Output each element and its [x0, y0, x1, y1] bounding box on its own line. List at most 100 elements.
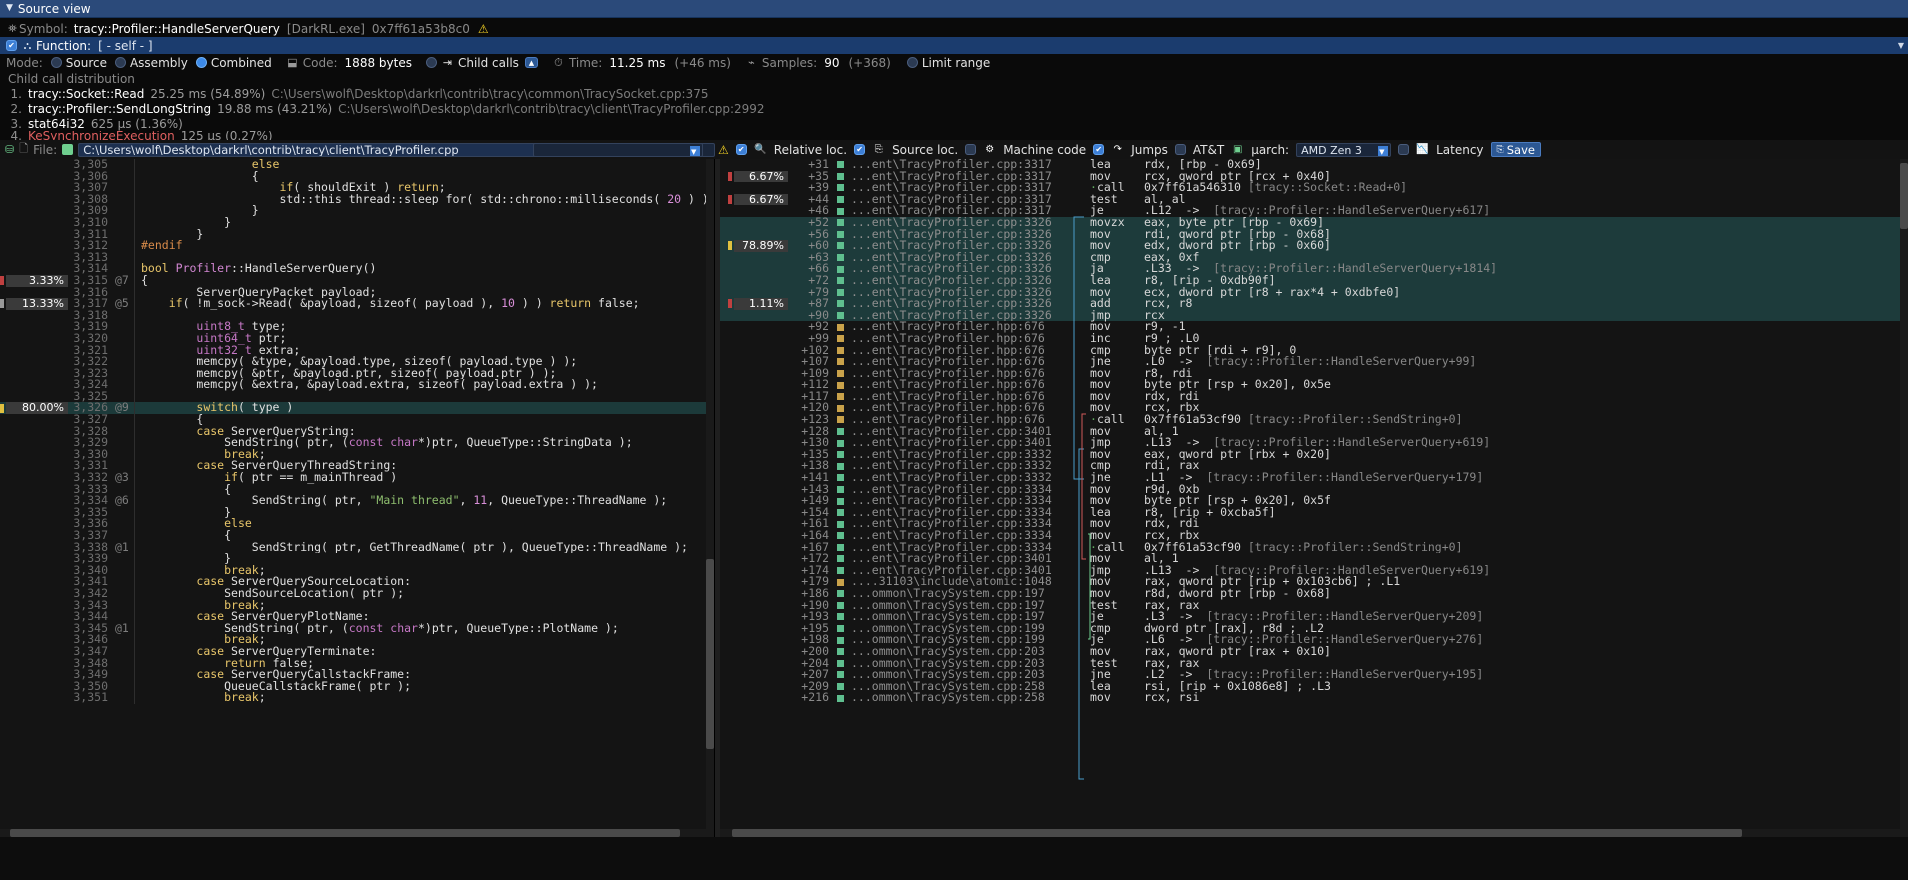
assembly-line[interactable]: +63 ...ent\TracyProfiler.cpp:3326 cmp eax, … — [720, 251, 1908, 264]
assembly-line[interactable]: +52 ...ent\TracyProfiler.cpp:3326 movzx eax… — [720, 216, 1908, 229]
radio-assembly[interactable] — [114, 57, 126, 68]
caret-up-icon[interactable]: ▲ — [524, 57, 538, 68]
asm-source-location[interactable]: ...ent\TracyProfiler.cpp:3332 — [851, 448, 1052, 461]
assembly-line[interactable]: +72 ...ent\TracyProfiler.cpp:3326 lea r8, [… — [720, 274, 1908, 287]
source-line[interactable]: 3,323 memcpy( &ptr, &payload.ptr, sizeof… — [0, 367, 714, 380]
asm-source-location[interactable]: ...ent\TracyProfiler.cpp:3334 — [851, 495, 1052, 507]
asm-source-location[interactable]: ...ommon\TracySystem.cpp:197 — [851, 587, 1045, 600]
asm-source-location[interactable]: ...ent\TracyProfiler.cpp:3326 — [851, 263, 1052, 275]
child-calls-label[interactable]: Child calls — [457, 55, 519, 70]
asm-source-location[interactable]: ...ent\TracyProfiler.cpp:3317 — [851, 182, 1052, 194]
source-line[interactable]: 3,322 memcpy( &type, &payload.type, size… — [0, 355, 714, 368]
assembly-line[interactable]: +130 ...ent\TracyProfiler.cpp:3401 jmp .L13… — [720, 437, 1908, 449]
assembly-line[interactable]: +107 ...ent\TracyProfiler.hpp:676 jne .L0 -… — [720, 355, 1908, 368]
asm-source-location[interactable]: ...ent\TracyProfiler.cpp:3326 — [851, 274, 1052, 287]
asm-source-location[interactable]: ...ent\TracyProfiler.cpp:3317 — [851, 193, 1052, 206]
assembly-line[interactable]: +167 ...ent\TracyProfiler.cpp:3334 ·call 0x… — [720, 541, 1908, 554]
source-line[interactable]: 3,306 { — [0, 170, 714, 183]
source-line[interactable]: 3,312 #endif — [0, 240, 714, 252]
child-call-name[interactable]: KeSynchronizeExecution — [28, 131, 175, 140]
asm-source-location[interactable]: ...ent\TracyProfiler.cpp:3332 — [851, 460, 1052, 473]
asm-source-location[interactable]: ...ent\TracyProfiler.hpp:676 — [851, 321, 1045, 333]
symbol-name[interactable]: tracy::Profiler::HandleServerQuery — [73, 21, 280, 36]
asm-source-location[interactable]: ...ent\TracyProfiler.cpp:3334 — [851, 506, 1052, 519]
source-line[interactable]: 3,336 else — [0, 518, 714, 530]
source-line[interactable]: 3,310 } — [0, 216, 714, 229]
child-call-name[interactable]: stat64i32 — [28, 116, 85, 131]
source-line[interactable]: 3,307 if( shouldExit ) return; — [0, 182, 714, 194]
asm-source-location[interactable]: ...ommon\TracySystem.cpp:197 — [851, 611, 1045, 623]
asm-source-location[interactable]: ...ent\TracyProfiler.cpp:3332 — [851, 472, 1052, 484]
source-line[interactable]: 3,311 } — [0, 228, 714, 241]
chevron-down-icon[interactable] — [690, 145, 700, 156]
asm-source-location[interactable]: ...ent\TracyProfiler.hpp:676 — [851, 414, 1045, 426]
source-line[interactable]: 3,314 bool Profiler::HandleServerQuery() — [0, 263, 714, 275]
asm-source-location[interactable]: ...ommon\TracySystem.cpp:199 — [851, 622, 1045, 635]
asm-source-location[interactable]: ...ent\TracyProfiler.cpp:3334 — [851, 483, 1052, 496]
assembly-line[interactable]: +164 ...ent\TracyProfiler.cpp:3334 mov rcx,… — [720, 529, 1908, 542]
source-line[interactable]: 3,319 uint8_t type; — [0, 321, 714, 333]
asm-source-location[interactable]: ...ent\TracyProfiler.cpp:3317 — [851, 159, 1052, 171]
assembly-line[interactable]: +128 ...ent\TracyProfiler.cpp:3401 mov al, … — [720, 425, 1908, 438]
asm-source-location[interactable]: ...ent\TracyProfiler.hpp:676 — [851, 402, 1045, 415]
asm-source-location[interactable]: ...ent\TracyProfiler.cpp:3326 — [851, 251, 1052, 264]
assembly-line[interactable]: +154 ...ent\TracyProfiler.cpp:3334 lea r8, … — [720, 506, 1908, 519]
source-line[interactable]: 3,324 memcpy( &extra, &payload.extra, si… — [0, 379, 714, 391]
jumps-checkbox[interactable] — [1093, 144, 1105, 155]
assembly-line[interactable]: +141 ...ent\TracyProfiler.cpp:3332 jne .L1 … — [720, 471, 1908, 484]
mode-option-source[interactable]: Source — [65, 55, 107, 70]
assembly-line[interactable]: +112 ...ent\TracyProfiler.hpp:676 mov byte … — [720, 379, 1908, 391]
asm-source-location[interactable]: ...ent\TracyProfiler.cpp:3317 — [851, 170, 1052, 183]
source-line[interactable]: 3,305 else — [0, 159, 714, 171]
relative-loc-label[interactable]: Relative loc. — [773, 142, 848, 157]
assembly-line[interactable]: +31 ...ent\TracyProfiler.cpp:3317 lea rdx, … — [720, 159, 1908, 171]
assembly-line[interactable]: +216 ...ommon\TracySystem.cpp:258 mov rcx, … — [720, 692, 1908, 704]
radio-source[interactable] — [50, 57, 62, 68]
asm-source-location[interactable]: ....31103\include\atomic:1048 — [851, 576, 1052, 588]
asm-source-location[interactable]: ...ent\TracyProfiler.cpp:3334 — [851, 518, 1052, 530]
source-line[interactable]: 3,325 — [0, 390, 714, 403]
source-loc-label[interactable]: Source loc. — [892, 142, 959, 157]
assembly-line[interactable]: +149 ...ent\TracyProfiler.cpp:3334 mov byte… — [720, 495, 1908, 507]
latency-label[interactable]: Latency — [1436, 142, 1484, 157]
source-line[interactable]: 80.00% 3,326 @9 switch( type ) — [0, 402, 714, 415]
asm-source-location[interactable]: ...ent\TracyProfiler.cpp:3317 — [851, 205, 1052, 217]
child-call-item[interactable]: 4. KeSynchronizeExecution 125 µs (0.27%) — [4, 131, 1908, 140]
child-calls-checkbox[interactable] — [425, 57, 437, 68]
source-loc-checkbox[interactable] — [854, 144, 866, 155]
source-vertical-scrollbar[interactable] — [706, 159, 714, 837]
asm-source-location[interactable]: ...ent\TracyProfiler.cpp:3326 — [851, 309, 1052, 322]
assembly-line[interactable]: +138 ...ent\TracyProfiler.cpp:3332 cmp rdi,… — [720, 460, 1908, 472]
assembly-line[interactable]: +39 ...ent\TracyProfiler.cpp:3317 ·call 0x7… — [720, 181, 1908, 194]
source-line[interactable]: 3,329 SendString( ptr, (const char*)ptr,… — [0, 437, 714, 449]
asm-source-location[interactable]: ...ent\TracyProfiler.hpp:676 — [851, 367, 1045, 380]
assembly-line[interactable]: +161 ...ent\TracyProfiler.cpp:3334 mov rdx,… — [720, 518, 1908, 530]
att-checkbox[interactable] — [1174, 144, 1186, 155]
asm-source-location[interactable]: ...ent\TracyProfiler.hpp:676 — [851, 344, 1045, 357]
assembly-line[interactable]: +186 ...ommon\TracySystem.cpp:197 mov r8d, … — [720, 587, 1908, 600]
assembly-line[interactable]: +198 ...ommon\TracySystem.cpp:199 je .L6 ->… — [720, 634, 1908, 646]
source-line[interactable]: 3,337 { — [0, 529, 714, 542]
latency-checkbox[interactable] — [1398, 144, 1410, 155]
chevron-down-icon[interactable]: ▼ — [1897, 41, 1904, 50]
asm-source-location[interactable]: ...ent\TracyProfiler.cpp:3401 — [851, 425, 1052, 438]
assembly-line[interactable]: 78.89% +60 ...ent\TracyProfiler.cpp:3326 mo… — [720, 240, 1908, 252]
assembly-line[interactable]: +179 ....31103\include\atomic:1048 mov rax,… — [720, 576, 1908, 588]
asm-source-location[interactable]: ...ent\TracyProfiler.hpp:676 — [851, 356, 1045, 368]
source-line[interactable]: 3,327 { — [0, 413, 714, 426]
source-line[interactable]: 3,320 uint64_t ptr; — [0, 332, 714, 345]
asm-source-location[interactable]: ...ommon\TracySystem.cpp:203 — [851, 645, 1045, 658]
assembly-line[interactable]: +66 ...ent\TracyProfiler.cpp:3326 ja .L33 -… — [720, 263, 1908, 275]
source-line[interactable]: 3,348 return false; — [0, 657, 714, 670]
asm-source-location[interactable]: ...ommon\TracySystem.cpp:197 — [851, 599, 1045, 612]
assembly-line[interactable]: +120 ...ent\TracyProfiler.hpp:676 mov rcx, … — [720, 402, 1908, 414]
assembly-line[interactable]: +117 ...ent\TracyProfiler.hpp:676 mov rdx, … — [720, 390, 1908, 403]
assembly-line[interactable]: +207 ...ommon\TracySystem.cpp:203 jne .L2 -… — [720, 669, 1908, 681]
source-line[interactable]: 3,349 case ServerQueryCallstackFrame: — [0, 669, 714, 681]
source-line[interactable]: 3,347 case ServerQueryTerminate: — [0, 645, 714, 658]
assembly-line[interactable]: +99 ...ent\TracyProfiler.hpp:676 inc r9 ; .… — [720, 332, 1908, 345]
relative-loc-checkbox[interactable] — [735, 144, 747, 155]
asm-source-location[interactable]: ...ent\TracyProfiler.hpp:676 — [851, 379, 1045, 391]
source-line[interactable]: 3,334 @6 SendString( ptr, "Main thread", … — [0, 495, 714, 507]
asm-source-location[interactable]: ...ent\TracyProfiler.cpp:3401 — [851, 553, 1052, 565]
